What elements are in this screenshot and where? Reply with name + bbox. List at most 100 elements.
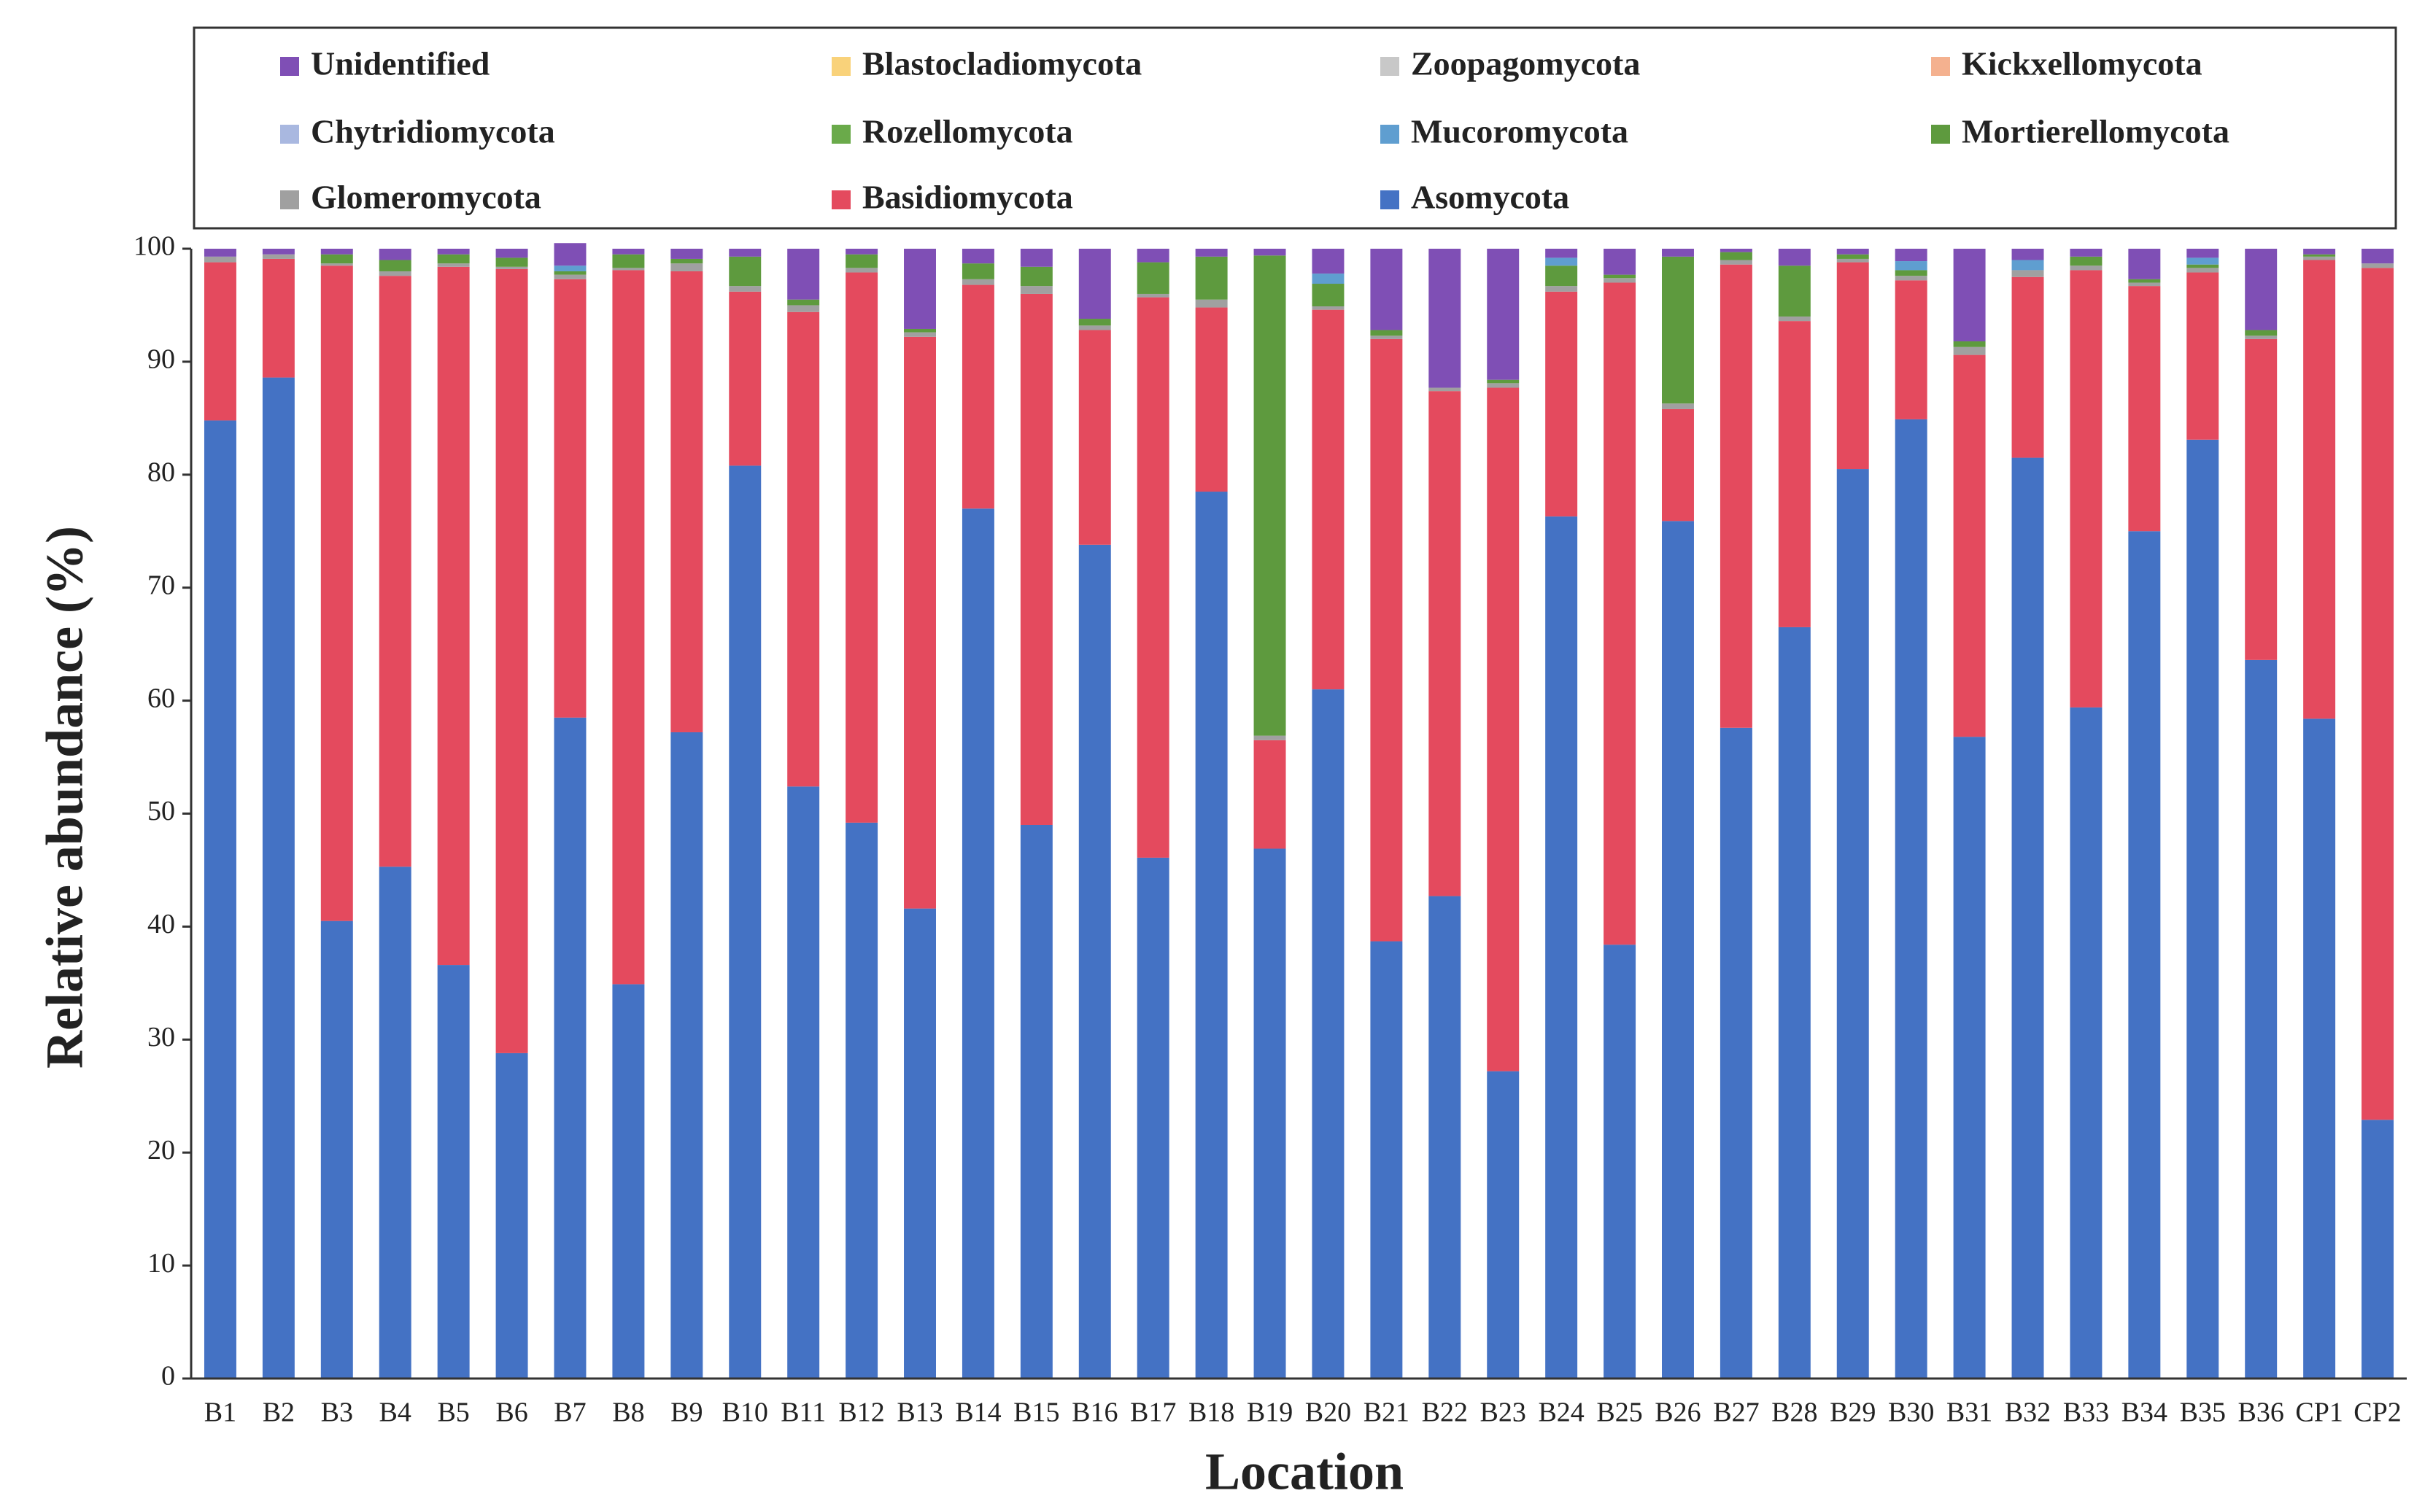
bar-segment [1953, 249, 1986, 342]
bar-segment [1604, 274, 1636, 279]
bar-segment [1195, 256, 1228, 300]
legend-label: Asomycota [1411, 179, 1569, 216]
bar-segment [1195, 307, 1228, 492]
bar-segment [904, 249, 936, 329]
y-tick-label: 40 [147, 909, 175, 939]
bar-segment [1720, 727, 1752, 1379]
bar-segment [1195, 249, 1228, 257]
x-tick-label: B20 [1305, 1397, 1351, 1428]
bar-segment [1487, 387, 1520, 1071]
bar-segment [2362, 268, 2394, 1120]
bar-segment [1370, 336, 1403, 339]
bar-segment [1895, 270, 1927, 276]
y-tick-label: 10 [147, 1248, 175, 1279]
x-tick-label: B21 [1364, 1397, 1409, 1428]
bar-segment [787, 786, 820, 1379]
x-tick-label: B14 [955, 1397, 1001, 1428]
bar-segment [1370, 338, 1403, 942]
bar-segment [1078, 319, 1111, 326]
bar-segment [1370, 330, 1403, 336]
y-axis-title: Relative abundance (%) [36, 526, 94, 1069]
bar-segment [612, 270, 645, 985]
legend-swatch [1380, 190, 1399, 209]
bar-segment [1078, 249, 1111, 319]
legend-label: Basidiomycota [862, 179, 1073, 216]
bar-segment [320, 249, 353, 255]
bar-segment [1312, 689, 1345, 1379]
x-tick-label: B19 [1247, 1397, 1293, 1428]
bar-segment [1078, 330, 1111, 545]
x-tick-label: B2 [263, 1397, 295, 1428]
bar-segment [2070, 256, 2103, 266]
bar-segment [787, 299, 820, 306]
bar-segment [1836, 262, 1869, 470]
bar-segment [495, 257, 528, 267]
bar-segment [2011, 457, 2044, 1379]
bar-segment [495, 1052, 528, 1379]
legend-label: Mucoromycota [1411, 113, 1628, 150]
bar-segment [1137, 293, 1169, 298]
bar-segment [1662, 256, 1694, 404]
y-tick-label: 60 [147, 683, 175, 713]
bar-segment [1137, 262, 1169, 294]
bar-segment [2245, 338, 2278, 660]
bar-segment [1604, 249, 1636, 275]
bar-segment [2011, 276, 2044, 458]
x-tick-label: B10 [722, 1397, 768, 1428]
bar-segment [2011, 249, 2044, 260]
x-tick-label: B1 [204, 1397, 236, 1428]
bar-segment [1895, 249, 1927, 262]
x-tick-label: B30 [1888, 1397, 1934, 1428]
bar-segment [204, 420, 236, 1379]
bar-segment [1487, 379, 1520, 384]
x-tick-label: B24 [1538, 1397, 1584, 1428]
bar-segment [1253, 255, 1286, 736]
bar-segment [1720, 249, 1752, 252]
bar-segment [554, 265, 587, 271]
bar-segment [1778, 265, 1811, 317]
bar-segment [1604, 282, 1636, 945]
bar-segment [554, 717, 587, 1379]
bar-segment [1312, 249, 1345, 274]
x-tick-label: CP2 [2353, 1397, 2401, 1428]
bar-segment [1195, 299, 1228, 308]
bar-segment [379, 271, 411, 276]
x-tick-label: B15 [1013, 1397, 1059, 1428]
bar-segment [1545, 265, 1578, 287]
bar-segment [2245, 330, 2278, 336]
x-tick-label: B22 [1422, 1397, 1468, 1428]
bar-segment [787, 305, 820, 312]
x-tick-label: B31 [1946, 1397, 1992, 1428]
bar-segment [1253, 848, 1286, 1379]
bar-segment [437, 249, 470, 255]
bar-segment [1137, 857, 1169, 1379]
y-tick-label: 50 [147, 796, 175, 826]
legend-label: Mortierellomycota [1962, 113, 2229, 150]
bar-segment [437, 965, 470, 1379]
x-tick-label: B17 [1130, 1397, 1176, 1428]
x-tick-label: B8 [612, 1397, 644, 1428]
bar-segment [320, 265, 353, 921]
bar-segment [2186, 249, 2219, 258]
bar-segment [1545, 257, 1578, 266]
bar-segment [1662, 521, 1694, 1379]
x-tick-label: B33 [2063, 1397, 2109, 1428]
x-tick-label: B12 [838, 1397, 884, 1428]
bar-segment [2245, 336, 2278, 339]
bar-segment [2245, 249, 2278, 330]
bar-segment [1778, 316, 1811, 322]
bar-segment [2245, 659, 2278, 1379]
bar-segment [1078, 325, 1111, 330]
bar-segment [2303, 260, 2336, 719]
legend-label: Zoopagomycota [1411, 45, 1640, 82]
bar-segment [204, 262, 236, 421]
bar-segment [904, 336, 936, 909]
x-tick-label: B18 [1188, 1397, 1234, 1428]
bar-segment [1312, 309, 1345, 690]
bar-segment [2011, 260, 2044, 271]
bar-segment [670, 263, 703, 271]
bar-segment [2128, 286, 2161, 532]
bar-segment [670, 271, 703, 732]
bar-segment [1778, 321, 1811, 627]
